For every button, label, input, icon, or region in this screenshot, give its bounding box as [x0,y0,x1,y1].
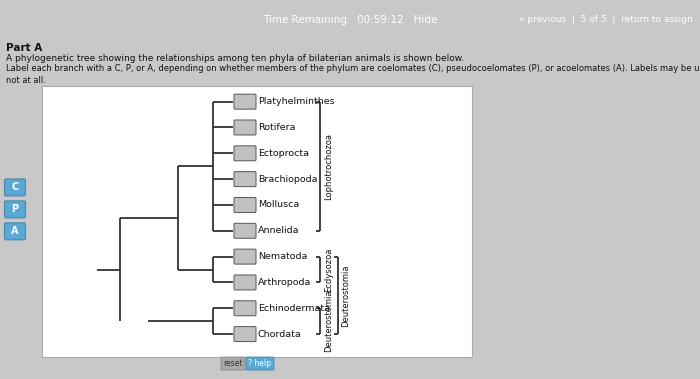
Text: reset: reset [223,359,243,368]
FancyBboxPatch shape [234,120,256,135]
Text: Platyhelminthes: Platyhelminthes [258,97,335,106]
Text: Chordata: Chordata [258,330,302,338]
Text: Ectoprocta: Ectoprocta [258,149,309,158]
Text: « previous  |  5 of 5  |  return to assign: « previous | 5 of 5 | return to assign [519,16,693,24]
Text: P: P [11,204,19,215]
FancyBboxPatch shape [4,179,25,196]
Text: C: C [11,182,19,193]
Bar [42,86,472,357]
Text: Mollusca: Mollusca [258,200,300,210]
FancyBboxPatch shape [234,223,256,238]
Text: Deuterostomia: Deuterostomia [324,290,333,352]
Text: Ecdysozoa: Ecdysozoa [324,247,333,292]
FancyBboxPatch shape [234,327,256,341]
FancyBboxPatch shape [234,249,256,264]
Text: Annelida: Annelida [258,226,300,235]
FancyBboxPatch shape [234,172,256,186]
FancyBboxPatch shape [234,94,256,109]
FancyBboxPatch shape [4,223,25,240]
FancyBboxPatch shape [246,357,274,370]
FancyBboxPatch shape [234,146,256,161]
Text: Echinodermata: Echinodermata [258,304,330,313]
Text: Nematoda: Nematoda [258,252,307,261]
FancyBboxPatch shape [4,201,25,218]
Text: Part A: Part A [6,43,42,53]
FancyBboxPatch shape [234,197,256,213]
Text: Lophotrochozoa: Lophotrochozoa [324,133,333,200]
Text: Time Remaining:  00:59:12   Hide: Time Remaining: 00:59:12 Hide [262,15,438,25]
FancyBboxPatch shape [234,301,256,316]
Text: Rotifera: Rotifera [258,123,295,132]
Text: Arthropoda: Arthropoda [258,278,312,287]
FancyBboxPatch shape [221,357,245,370]
FancyBboxPatch shape [234,275,256,290]
Text: Label each branch with a C, P, or A, depending on whether members of the phylum : Label each branch with a C, P, or A, dep… [6,64,700,85]
Text: Brachiopoda: Brachiopoda [258,175,318,184]
Text: A: A [11,226,19,236]
Text: A phylogenetic tree showing the relationships among ten phyla of bilaterian anim: A phylogenetic tree showing the relation… [6,54,464,63]
Text: Deuterostomia: Deuterostomia [341,264,350,327]
Text: ? help: ? help [248,359,272,368]
